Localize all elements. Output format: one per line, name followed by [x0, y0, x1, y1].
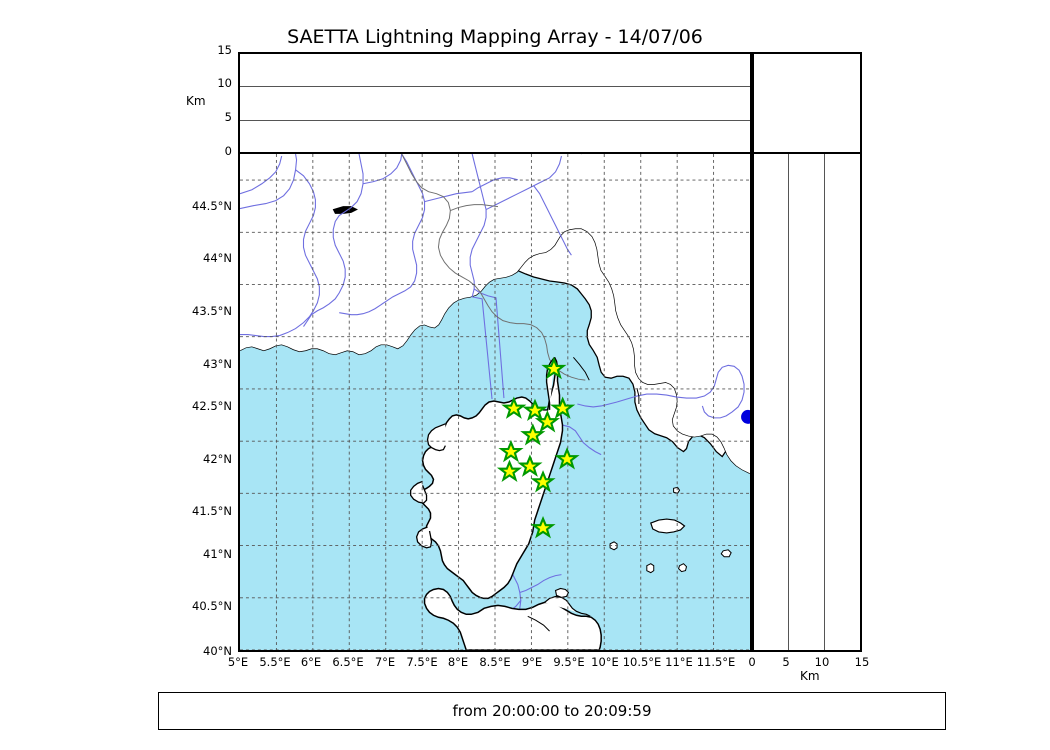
time-range-caption-box: from 20:00:00 to 20:09:59 — [158, 692, 946, 730]
map-xtick-5E: 5°E — [227, 655, 249, 669]
corsica-gulf-detail — [410, 480, 428, 504]
map-xtick-9E: 9°E — [521, 655, 543, 669]
landmass-sardinia — [423, 587, 602, 650]
altitude-vs-longitude-panel — [238, 52, 752, 154]
map-graphic — [240, 154, 750, 650]
top-panel-gridline-5km — [240, 120, 750, 121]
island-pianosa — [646, 563, 655, 574]
top-panel-gridline-10km — [240, 86, 750, 87]
map-ytick-41-5N: 41.5°N — [192, 504, 232, 518]
island-capraia — [609, 541, 618, 551]
station-marker[interactable] — [517, 454, 543, 477]
island-montecristo — [677, 563, 688, 573]
page-title: SAETTA Lightning Mapping Array - 14/07/0… — [287, 26, 703, 48]
vhf-source-point[interactable] — [741, 409, 750, 424]
sardinia-islet-1 — [554, 587, 570, 598]
lake-geneva — [332, 206, 358, 214]
map-gridlines — [240, 154, 750, 650]
top-panel-ytick-10: 10 — [217, 76, 232, 90]
island-gorgona — [673, 486, 681, 494]
map-ytick-42N: 42°N — [203, 452, 232, 466]
map-xtick-8E: 8°E — [447, 655, 469, 669]
map-xtick-10E: 10°E — [591, 655, 619, 669]
right-panel-gridline-10km — [824, 154, 825, 650]
top-panel-axis-label-km: Km — [186, 94, 206, 108]
station-marker[interactable] — [554, 447, 580, 470]
island-near-corsica-east — [573, 357, 590, 381]
map-ytick-43-5N: 43.5°N — [192, 304, 232, 318]
station-marker[interactable] — [550, 396, 576, 419]
right-panel-xtick-10: 10 — [814, 655, 830, 669]
right-panel-xtick-5: 5 — [782, 655, 790, 669]
corner-panel — [752, 52, 862, 154]
map-ytick-40N: 40°N — [203, 644, 232, 658]
right-panel-xtick-0: 0 — [748, 655, 756, 669]
station-marker[interactable] — [530, 516, 556, 539]
admin-borders-layer — [401, 154, 586, 381]
map-ytick-40-5N: 40.5°N — [192, 599, 232, 613]
map-ytick-41N: 41°N — [203, 547, 232, 561]
map-xtick-11-5E: 11.5°E — [696, 655, 736, 669]
station-marker[interactable] — [530, 470, 556, 493]
right-panel-xtick-15: 15 — [854, 655, 870, 669]
time-range-caption: from 20:00:00 to 20:09:59 — [452, 702, 652, 720]
station-marker[interactable] — [520, 423, 546, 446]
map-xtick-8-5E: 8.5°E — [479, 655, 511, 669]
map-ytick-44N: 44°N — [203, 251, 232, 265]
map-xtick-10-5E: 10.5°E — [622, 655, 662, 669]
station-marker[interactable] — [541, 356, 567, 380]
map-xtick-7E: 7°E — [374, 655, 396, 669]
top-panel-ytick-0: 0 — [224, 144, 232, 158]
station-marker[interactable] — [501, 396, 527, 419]
map-xtick-6-5E: 6.5°E — [332, 655, 364, 669]
map-ytick-44-5N: 44.5°N — [192, 199, 232, 213]
map-panel[interactable] — [238, 152, 752, 652]
station-marker[interactable] — [498, 439, 524, 463]
corsica-west-detail — [426, 423, 446, 452]
top-panel-ytick-15: 15 — [217, 43, 232, 57]
coastline-fragment-se — [527, 615, 550, 632]
map-xtick-6E: 6°E — [300, 655, 322, 669]
coastline-fragment-ne — [636, 387, 640, 404]
map-xtick-5-5E: 5.5°E — [259, 655, 291, 669]
island-elba — [650, 518, 686, 534]
map-ytick-43N: 43°N — [203, 357, 232, 371]
map-xtick-9-5E: 9.5°E — [553, 655, 585, 669]
map-xtick-11E: 11°E — [665, 655, 693, 669]
station-marker[interactable] — [496, 459, 523, 482]
top-panel-ytick-5: 5 — [224, 110, 232, 124]
lma-station-markers[interactable] — [496, 356, 580, 539]
altitude-vs-latitude-panel — [752, 152, 862, 652]
map-xtick-7-5E: 7.5°E — [406, 655, 438, 669]
station-marker[interactable] — [534, 410, 560, 433]
right-panel-gridline-5km — [788, 154, 789, 650]
island-giglio — [720, 549, 732, 558]
right-panel-axis-label-km: Km — [800, 669, 820, 683]
map-ytick-42-5N: 42.5°N — [192, 399, 232, 413]
station-marker[interactable] — [522, 398, 548, 421]
